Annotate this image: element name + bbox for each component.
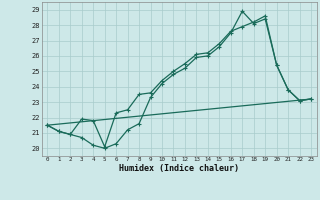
X-axis label: Humidex (Indice chaleur): Humidex (Indice chaleur) [119,164,239,173]
